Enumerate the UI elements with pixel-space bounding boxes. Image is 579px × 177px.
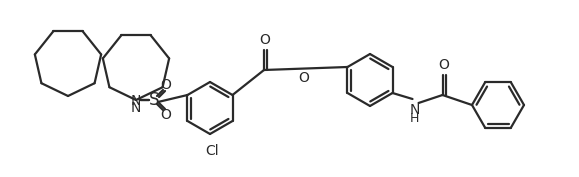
- Text: O: O: [259, 33, 270, 47]
- Text: H: H: [410, 112, 419, 125]
- Text: S: S: [149, 91, 159, 109]
- Text: O: O: [160, 78, 171, 92]
- Text: Cl: Cl: [205, 144, 219, 158]
- Text: O: O: [160, 108, 171, 122]
- Text: O: O: [298, 72, 309, 85]
- Text: N: N: [131, 94, 141, 108]
- Text: N: N: [131, 101, 141, 115]
- Text: O: O: [438, 58, 449, 72]
- Text: N: N: [409, 103, 420, 117]
